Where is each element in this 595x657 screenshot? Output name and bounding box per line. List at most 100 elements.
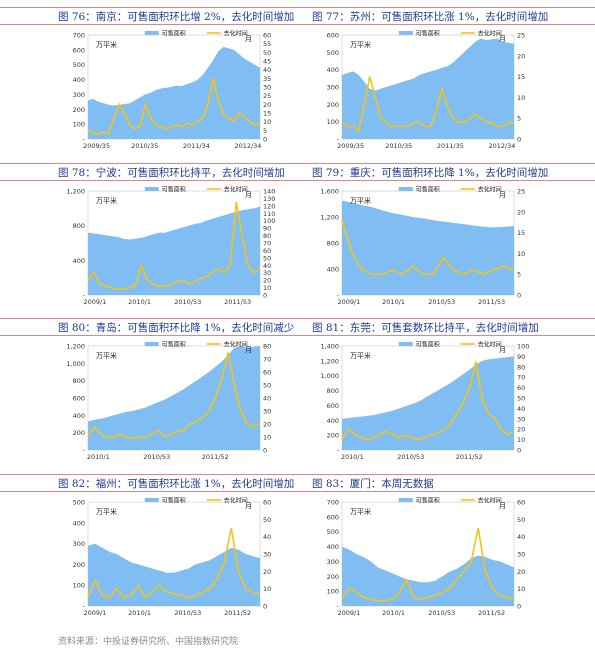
x-tick-label: 2009/1	[337, 609, 360, 617]
unit-left: 万平米	[350, 351, 371, 360]
y-tick-label: 400	[73, 257, 85, 265]
x-tick-label: 2010/53	[174, 298, 201, 306]
y2-tick-label: 70	[517, 374, 525, 382]
y-tick-label: 400	[327, 543, 339, 551]
y2-tick-label: 40	[263, 66, 271, 74]
y-tick-label: 200	[327, 573, 339, 581]
chart-suzhou: - 100 200 300 400 500 600 0 5 10 15 20 25 2009/35 2010…	[312, 27, 538, 155]
unit-right: 月	[245, 502, 252, 510]
x-tick-label: 2010/53	[397, 453, 424, 461]
x-tick-label: 2011/52	[202, 453, 229, 461]
line-series-months	[87, 78, 261, 135]
unit-right: 月	[499, 35, 506, 43]
unit-right: 月	[245, 346, 252, 354]
line-series-months	[341, 527, 515, 602]
y2-tick-label: 15	[517, 73, 525, 81]
y2-tick-label: 60	[263, 247, 271, 255]
y-tick-label: 500	[73, 61, 85, 69]
figure-caption: 图 81：东莞：可售套数环比持平，去化时间增加	[312, 322, 539, 334]
y2-tick-label: 40	[517, 533, 525, 541]
y-tick-label: 400	[327, 66, 339, 74]
y-tick-label: -	[337, 136, 340, 144]
y2-tick-label: 25	[517, 32, 525, 40]
y-tick-label: 100	[73, 121, 85, 129]
y2-tick-label: 90	[517, 353, 525, 361]
y-tick-label: -	[83, 136, 86, 144]
y2-tick-label: 10	[517, 94, 525, 102]
y2-tick-label: 20	[263, 421, 271, 429]
x-tick-label: 2012/34	[234, 142, 261, 150]
y2-tick-label: 55	[263, 40, 271, 48]
y-tick-label: 600	[327, 32, 339, 40]
x-tick-label: 2010/1	[382, 609, 405, 617]
legend-label-line: 去化时间	[224, 30, 248, 38]
y-tick-label: 300	[327, 558, 339, 566]
y2-tick-label: 60	[263, 499, 271, 507]
y-tick-label: 600	[73, 395, 85, 403]
y2-tick-label: 40	[517, 405, 525, 413]
y2-tick-label: 50	[517, 516, 525, 524]
x-tick-label: 2010/1	[87, 453, 110, 461]
area-series-available	[342, 200, 514, 295]
y-tick-label: 800	[73, 377, 85, 385]
line-series-months	[87, 527, 261, 599]
x-tick-label: 2009/35	[83, 142, 110, 150]
x-tick-label: 2009/1	[337, 298, 360, 306]
x-tick-label: 2009/35	[337, 142, 364, 150]
chart-dongguan: - 200 400 600 800 1,000 1,200 1,400 0 10 20 30 40 50 6…	[312, 338, 538, 466]
figure-caption: 图 80：青岛：可售面积环比降 1%，去化时间减少	[58, 322, 295, 334]
unit-right: 月	[499, 502, 506, 510]
y-tick-label: 200	[73, 561, 85, 569]
legend-label-area: 可售面积	[416, 30, 440, 38]
y2-tick-label: 20	[263, 277, 271, 285]
unit-left: 万平米	[96, 40, 117, 49]
y2-tick-label: 50	[263, 516, 271, 524]
y-tick-label: 400	[73, 519, 85, 527]
legend-swatch-area	[144, 498, 159, 502]
legend-label-area: 可售面积	[162, 497, 186, 505]
chart-fuzhou: - 100 200 300 400 500 0 10 20 30 40 50 60 2009/1 2010/…	[58, 494, 284, 622]
y2-tick-label: 110	[263, 210, 275, 218]
unit-left: 万平米	[350, 40, 371, 49]
y2-tick-label: 30	[263, 269, 271, 277]
y-tick-label: 100	[73, 582, 85, 590]
y2-tick-label: 45	[263, 58, 271, 66]
x-tick-label: 2012/34	[488, 142, 515, 150]
legend-label-line: 去化时间	[478, 341, 502, 349]
y2-tick-label: 10	[263, 585, 271, 593]
y2-tick-label: 80	[263, 343, 271, 351]
line-series-months	[341, 76, 514, 133]
y-tick-label: 100	[327, 588, 339, 596]
y-tick-label: 500	[327, 528, 339, 536]
x-tick-label: 2011/53	[478, 298, 505, 306]
y-tick-label: 1,200	[320, 214, 339, 222]
y-tick-label: 700	[73, 32, 85, 40]
figure-caption: 图 78：宁波：可售面积环比持平，去化时间增加	[58, 167, 285, 179]
y2-tick-label: 10	[263, 284, 271, 292]
line-series-months	[341, 361, 515, 441]
y2-tick-label: 35	[263, 75, 271, 83]
legend-label-line: 去化时间	[224, 186, 248, 194]
line-series-months	[87, 201, 261, 290]
x-tick-label: 2009/1	[83, 298, 106, 306]
y-tick-label: -	[337, 603, 340, 611]
y-tick-label: 400	[327, 417, 339, 425]
legend-swatch-area	[398, 187, 413, 191]
x-tick-label: 2011/35	[437, 142, 464, 150]
unit-left: 万平米	[96, 507, 117, 516]
y2-tick-label: 25	[517, 188, 525, 196]
y2-tick-label: 40	[263, 533, 271, 541]
x-tick-label: 2010/1	[341, 453, 364, 461]
y-tick-label: 1,200	[66, 343, 85, 351]
unit-left: 万平米	[96, 351, 117, 360]
y-tick-label: -	[337, 292, 340, 300]
figure-caption: 图 76：南京：可售面积环比增 2%，去化时间增加	[58, 11, 295, 23]
y-tick-label: 600	[327, 513, 339, 521]
y-tick-label: 500	[73, 499, 85, 507]
y2-tick-label: 40	[263, 395, 271, 403]
chart-qingdao: - 200 400 600 800 1,000 1,200 0 10 20 30 40 50 60 70 80…	[58, 338, 284, 466]
y2-tick-label: 60	[517, 384, 525, 392]
y2-tick-label: 50	[263, 49, 271, 57]
y2-tick-label: 60	[263, 369, 271, 377]
y-tick-label: 1,000	[320, 372, 339, 380]
